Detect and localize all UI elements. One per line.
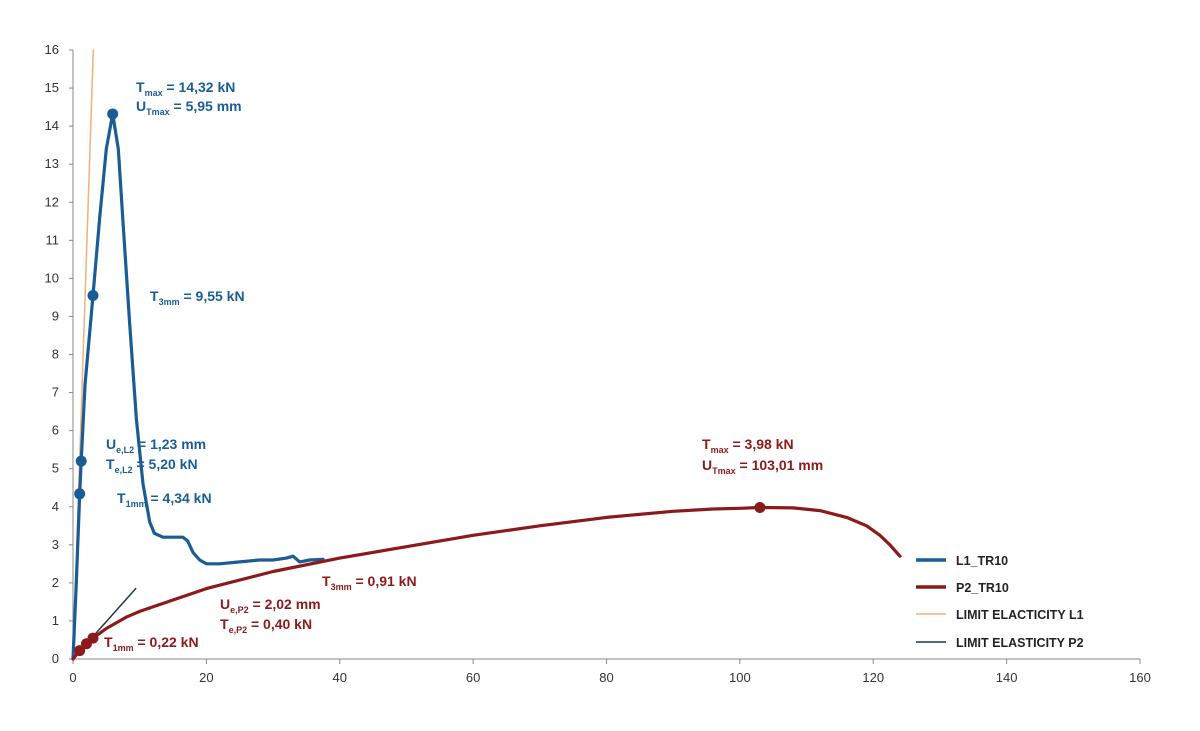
legend-label-p2: P2_TR10: [956, 581, 1009, 595]
annotation-p2-t1mm: T1mm = 0,22 kN: [104, 634, 199, 653]
series-line-p2: [71, 505, 902, 661]
marker-l1: [74, 488, 86, 500]
y-tick-label: 8: [52, 347, 59, 362]
annotation-l1-te: Te,L2 = 5,20 kN: [106, 456, 198, 475]
marker-l1: [75, 455, 87, 467]
series-lines: [71, 49, 902, 661]
y-tick-label: 10: [45, 270, 59, 285]
y-tick-label: 0: [52, 651, 59, 666]
x-tick-label: 140: [996, 670, 1018, 685]
legend: L1_TR10 P2_TR10 LIMIT ELACTICITY L1 LIMI…: [916, 554, 1084, 650]
y-tick-label: 12: [45, 194, 59, 209]
series-line-l1: [71, 112, 325, 661]
y-tick-label: 3: [52, 537, 59, 552]
axes: [69, 49, 1141, 664]
y-tick-label: 16: [45, 42, 59, 57]
data-markers: [74, 108, 766, 657]
annotation-l1-t3mm: T3mm = 9,55 kN: [150, 288, 245, 307]
annotation-p2-utmax: UTmax = 103,01 mm: [702, 457, 823, 476]
y-tick-label: 9: [52, 308, 59, 323]
y-tick-label: 6: [52, 423, 59, 438]
annotation-l1-tmax: Tmax = 14,32 kN: [136, 79, 235, 98]
x-tick-label: 120: [862, 670, 884, 685]
annotation-p2-t3mm: T3mm = 0,91 kN: [322, 573, 417, 592]
y-tick-label: 2: [52, 575, 59, 590]
annotations: Tmax = 14,32 kN UTmax = 5,95 mm T3mm = 9…: [104, 79, 823, 653]
annotation-p2-te: Te,P2 = 0,40 kN: [220, 616, 312, 635]
x-tick-label: 60: [466, 670, 480, 685]
marker-l1: [87, 290, 99, 302]
marker-p2: [80, 638, 92, 650]
y-tick-label: 7: [52, 385, 59, 400]
legend-label-limit-l1: LIMIT ELACTICITY L1: [956, 608, 1084, 622]
legend-label-l1: L1_TR10: [956, 554, 1008, 568]
annotation-l1-t1mm: T1mm = 4,34 kN: [117, 490, 212, 509]
marker-p2: [74, 645, 86, 657]
marker-l1: [107, 108, 119, 120]
annotation-l1-ue: Ue,L2 = 1,23 mm: [106, 436, 206, 455]
marker-p2: [754, 502, 766, 514]
x-tick-label: 40: [333, 670, 347, 685]
x-tick-label: 160: [1129, 670, 1151, 685]
annotation-l1-utmax: UTmax = 5,95 mm: [136, 98, 242, 117]
x-tick-label: 80: [599, 670, 613, 685]
y-tick-label: 1: [52, 613, 59, 628]
y-tick-label: 11: [46, 232, 60, 247]
annotation-p2-tmax: Tmax = 3,98 kN: [702, 436, 794, 455]
y-tick-label: 13: [45, 156, 59, 171]
y-tick-label: 15: [45, 80, 59, 95]
y-tick-label: 14: [45, 118, 59, 133]
legend-label-limit-p2: LIMIT ELASTICITY P2: [956, 636, 1084, 650]
x-tick-label: 100: [729, 670, 751, 685]
y-tick-label: 4: [52, 499, 59, 514]
annotation-p2-ue: Ue,P2 = 2,02 mm: [220, 596, 321, 615]
x-tick-label: 20: [199, 670, 213, 685]
y-tick-label: 5: [52, 461, 59, 476]
x-tick-label: 0: [69, 670, 76, 685]
